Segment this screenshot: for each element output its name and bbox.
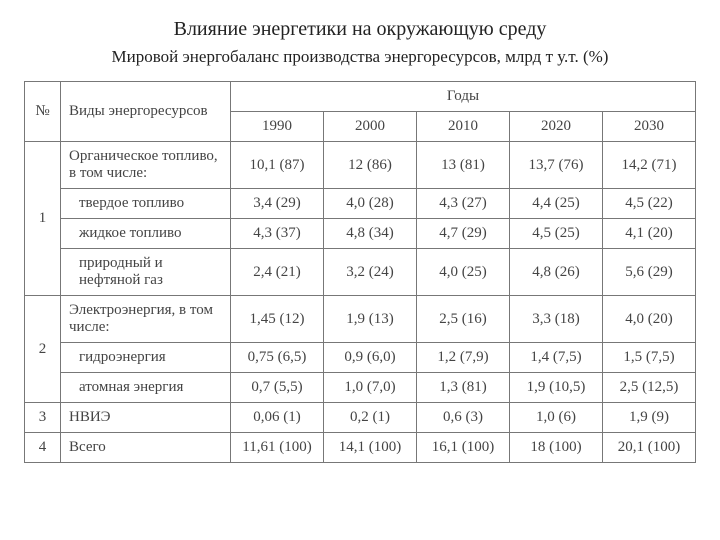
row-name: гидроэнергия: [61, 343, 231, 373]
cell-value: 12 (86): [324, 142, 417, 189]
cell-value: 4,0 (25): [417, 249, 510, 296]
cell-value: 1,3 (81): [417, 373, 510, 403]
table-head: № Виды энергоресурсов Годы 1990 2000 201…: [25, 82, 696, 142]
table-row: твердое топливо3,4 (29)4,0 (28)4,3 (27)4…: [25, 189, 696, 219]
row-name: жидкое топливо: [61, 219, 231, 249]
row-name: НВИЭ: [61, 403, 231, 433]
header-year: 2000: [324, 112, 417, 142]
cell-value: 2,4 (21): [231, 249, 324, 296]
cell-value: 2,5 (16): [417, 296, 510, 343]
energy-table: № Виды энергоресурсов Годы 1990 2000 201…: [24, 81, 696, 463]
cell-value: 4,3 (37): [231, 219, 324, 249]
table-row: 2Электроэнергия, в том числе:1,45 (12)1,…: [25, 296, 696, 343]
row-name: атомная энергия: [61, 373, 231, 403]
cell-value: 4,5 (22): [603, 189, 696, 219]
table-row: жидкое топливо4,3 (37)4,8 (34)4,7 (29)4,…: [25, 219, 696, 249]
cell-value: 1,2 (7,9): [417, 343, 510, 373]
row-name: Органическое топливо, в том числе:: [61, 142, 231, 189]
row-num: 1: [25, 142, 61, 296]
header-years-group: Годы: [231, 82, 696, 112]
header-num: №: [25, 82, 61, 142]
cell-value: 1,9 (9): [603, 403, 696, 433]
cell-value: 3,2 (24): [324, 249, 417, 296]
cell-value: 1,45 (12): [231, 296, 324, 343]
cell-value: 20,1 (100): [603, 433, 696, 463]
cell-value: 4,7 (29): [417, 219, 510, 249]
cell-value: 4,1 (20): [603, 219, 696, 249]
header-year: 2020: [510, 112, 603, 142]
cell-value: 4,8 (34): [324, 219, 417, 249]
cell-value: 16,1 (100): [417, 433, 510, 463]
cell-value: 1,9 (13): [324, 296, 417, 343]
header-year: 2030: [603, 112, 696, 142]
row-name: Электроэнергия, в том числе:: [61, 296, 231, 343]
table-row: природный и нефтяной газ2,4 (21)3,2 (24)…: [25, 249, 696, 296]
cell-value: 14,2 (71): [603, 142, 696, 189]
cell-value: 1,5 (7,5): [603, 343, 696, 373]
cell-value: 0,9 (6,0): [324, 343, 417, 373]
row-name: Всего: [61, 433, 231, 463]
cell-value: 0,7 (5,5): [231, 373, 324, 403]
row-name: природный и нефтяной газ: [61, 249, 231, 296]
table-row: 1Органическое топливо, в том числе:10,1 …: [25, 142, 696, 189]
cell-value: 4,5 (25): [510, 219, 603, 249]
cell-value: 0,75 (6,5): [231, 343, 324, 373]
page: Влияние энергетики на окружающую среду М…: [0, 0, 720, 540]
cell-value: 10,1 (87): [231, 142, 324, 189]
cell-value: 1,9 (10,5): [510, 373, 603, 403]
cell-value: 0,6 (3): [417, 403, 510, 433]
table-body: 1Органическое топливо, в том числе:10,1 …: [25, 142, 696, 463]
cell-value: 13,7 (76): [510, 142, 603, 189]
cell-value: 13 (81): [417, 142, 510, 189]
header-name: Виды энергоресурсов: [61, 82, 231, 142]
cell-value: 14,1 (100): [324, 433, 417, 463]
cell-value: 4,0 (28): [324, 189, 417, 219]
cell-value: 4,4 (25): [510, 189, 603, 219]
row-num: 4: [25, 433, 61, 463]
cell-value: 0,2 (1): [324, 403, 417, 433]
table-row: гидроэнергия0,75 (6,5)0,9 (6,0)1,2 (7,9)…: [25, 343, 696, 373]
header-year: 2010: [417, 112, 510, 142]
cell-value: 5,6 (29): [603, 249, 696, 296]
row-num: 2: [25, 296, 61, 403]
table-row: 4Всего11,61 (100)14,1 (100)16,1 (100)18 …: [25, 433, 696, 463]
row-name: твердое топливо: [61, 189, 231, 219]
page-title: Влияние энергетики на окружающую среду: [24, 18, 696, 41]
row-num: 3: [25, 403, 61, 433]
table-row: 3НВИЭ0,06 (1)0,2 (1)0,6 (3)1,0 (6)1,9 (9…: [25, 403, 696, 433]
cell-value: 1,4 (7,5): [510, 343, 603, 373]
cell-value: 1,0 (7,0): [324, 373, 417, 403]
cell-value: 18 (100): [510, 433, 603, 463]
cell-value: 4,0 (20): [603, 296, 696, 343]
cell-value: 0,06 (1): [231, 403, 324, 433]
page-subtitle: Мировой энергобаланс производства энерго…: [24, 47, 696, 67]
cell-value: 3,3 (18): [510, 296, 603, 343]
header-year: 1990: [231, 112, 324, 142]
cell-value: 4,3 (27): [417, 189, 510, 219]
cell-value: 11,61 (100): [231, 433, 324, 463]
cell-value: 3,4 (29): [231, 189, 324, 219]
cell-value: 4,8 (26): [510, 249, 603, 296]
cell-value: 1,0 (6): [510, 403, 603, 433]
table-row: атомная энергия0,7 (5,5)1,0 (7,0)1,3 (81…: [25, 373, 696, 403]
cell-value: 2,5 (12,5): [603, 373, 696, 403]
